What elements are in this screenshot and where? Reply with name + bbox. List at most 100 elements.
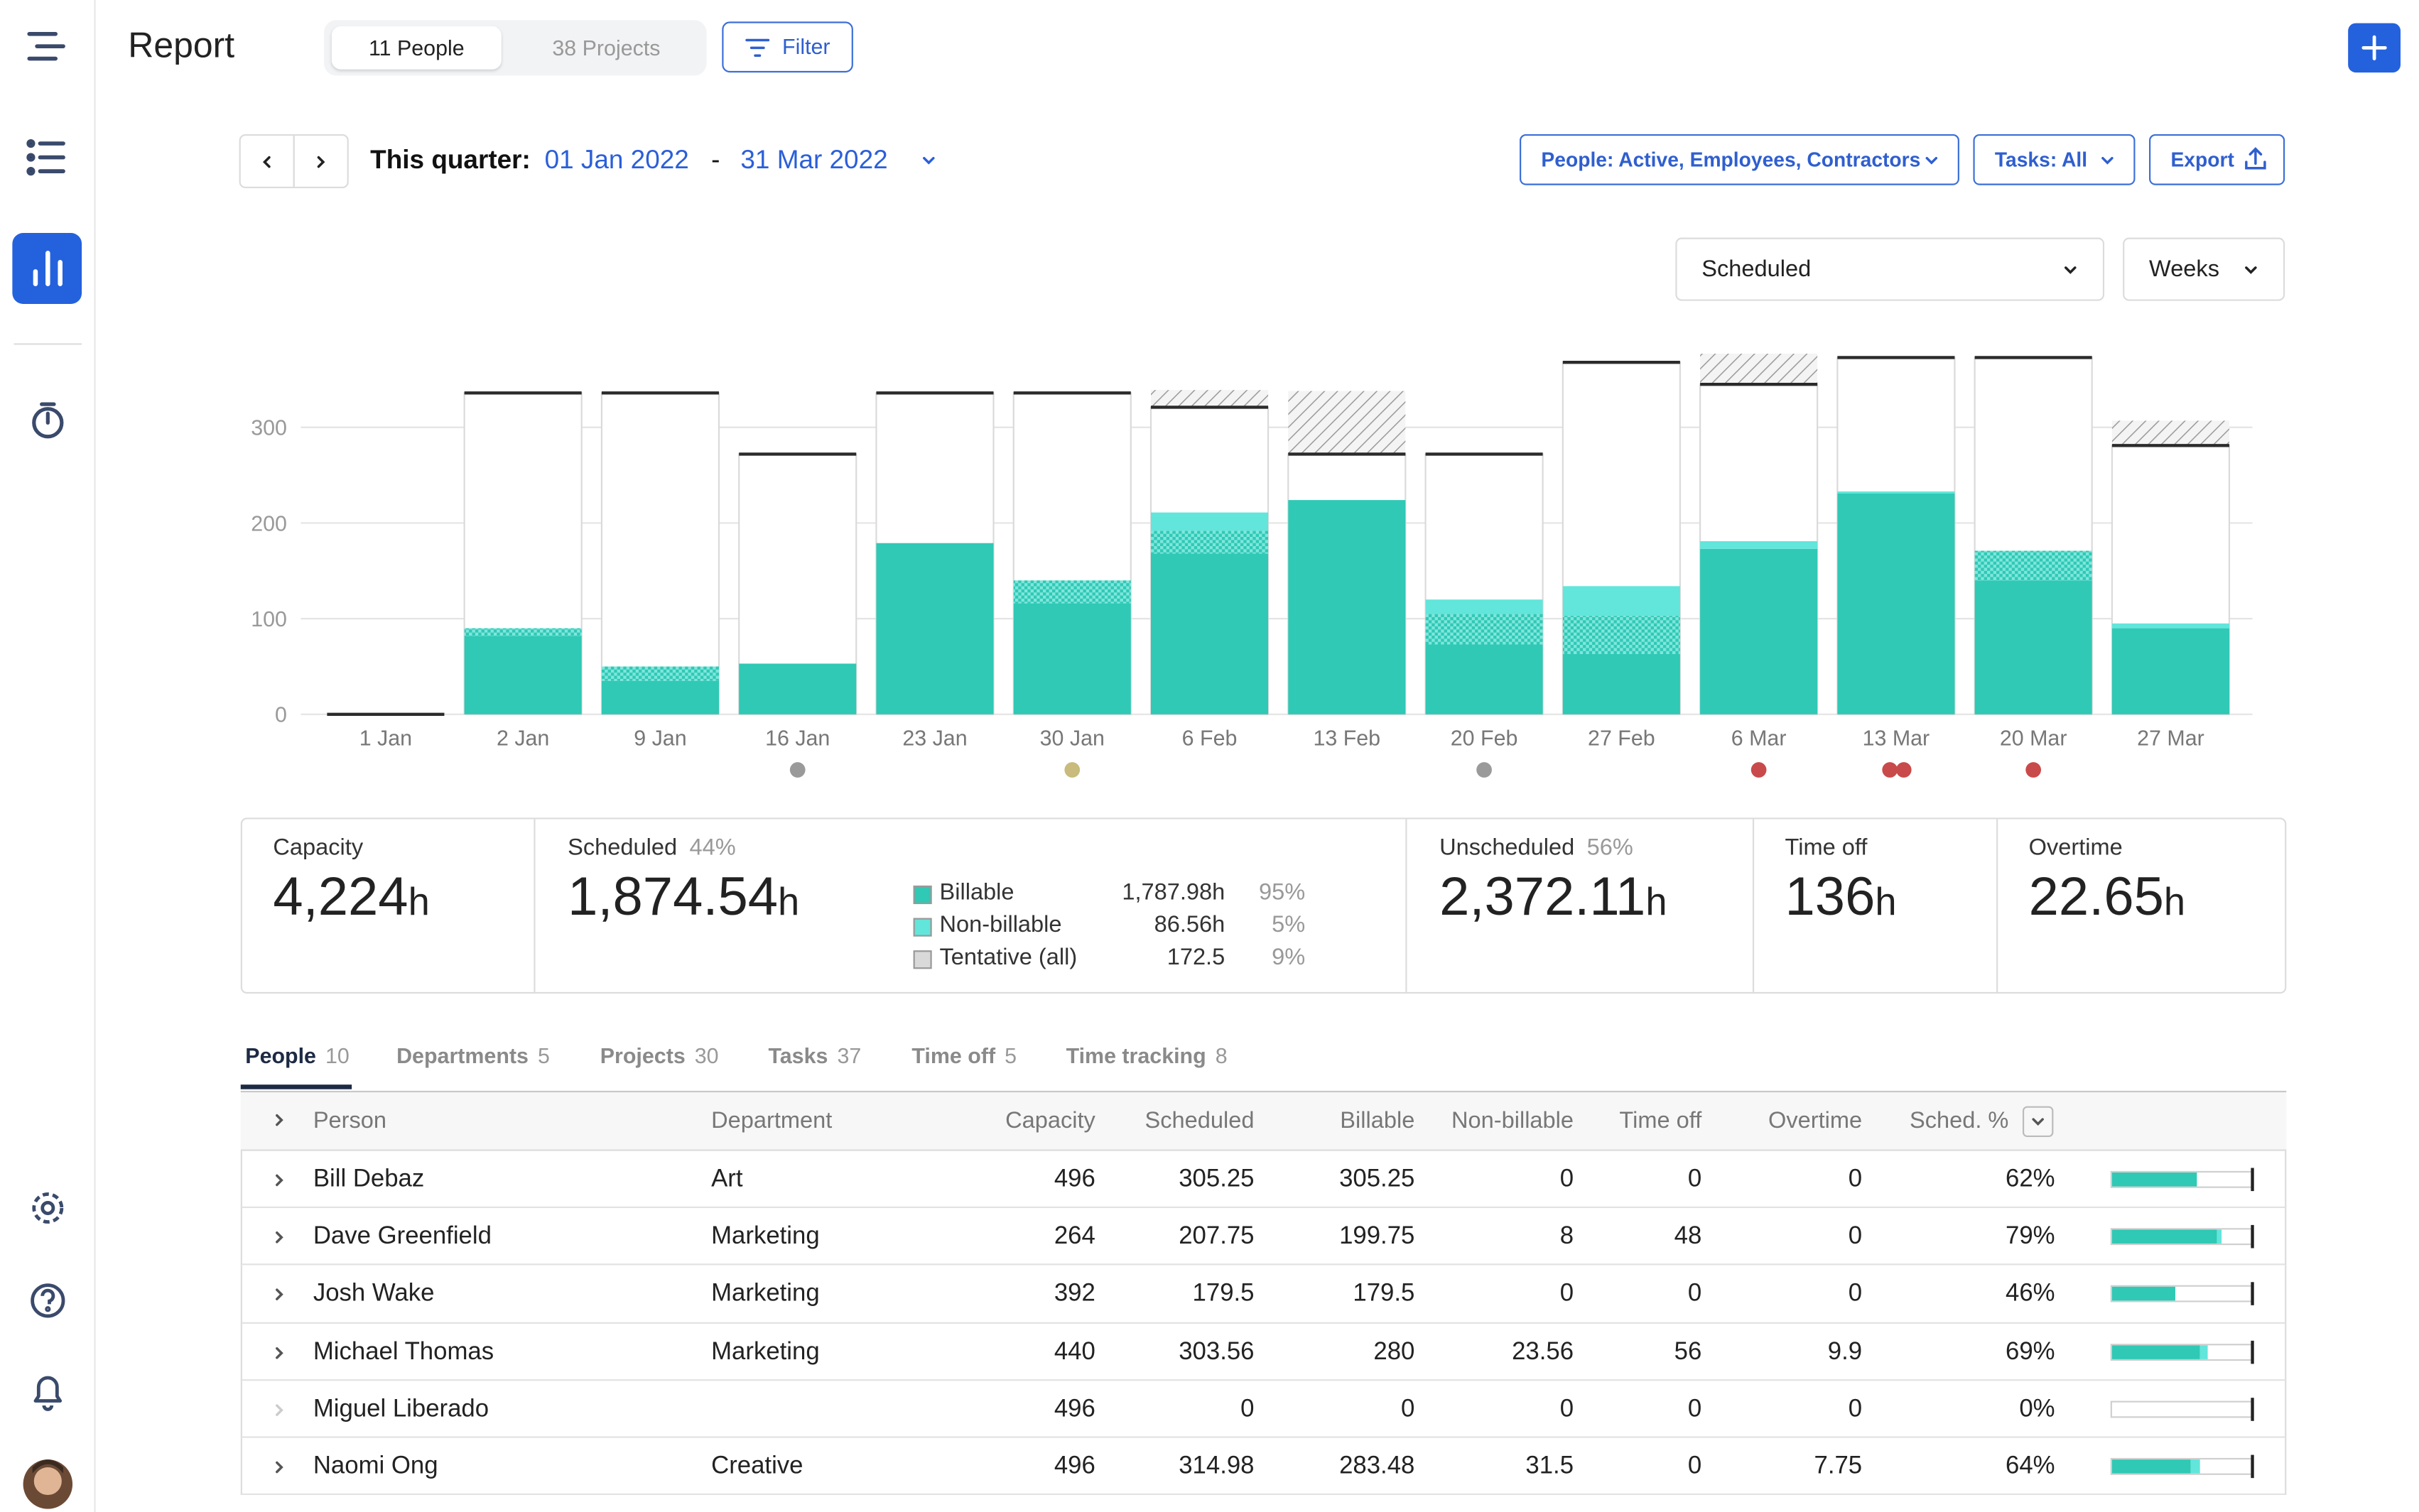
toggle-option[interactable]: 38 Projects [521, 26, 691, 70]
summary-unit: h [1875, 881, 1896, 924]
tab[interactable]: Time off5 [911, 1043, 1017, 1068]
progress-capacity-tick [2251, 1398, 2253, 1421]
bar-segment [1837, 494, 1954, 714]
chevron-icon [313, 154, 329, 170]
summary-value: 1,874.54 [568, 867, 778, 928]
x-tick-label: 30 Jan [1040, 726, 1105, 750]
chevron-icon [259, 154, 275, 170]
marker[interactable] [1064, 762, 1080, 778]
select-label: Scheduled [1701, 256, 1811, 283]
prev-button[interactable] [239, 134, 295, 188]
tab-count: 8 [1216, 1043, 1228, 1068]
legend-swatch [914, 950, 932, 969]
tab[interactable]: Departments5 [396, 1043, 550, 1068]
summary-value: 136 [1785, 867, 1876, 928]
bar-segment [1014, 580, 1131, 603]
chevron-icon [2100, 153, 2116, 168]
progress-non-billable [2200, 1344, 2207, 1359]
progress-capacity-tick [2251, 1168, 2253, 1192]
range-end[interactable]: 31 Mar 2022 [740, 145, 887, 175]
chevron-icon [271, 1112, 287, 1128]
x-tick-label: 9 Jan [634, 726, 686, 750]
bar-segment [602, 681, 719, 714]
filter-button[interactable]: Filter [722, 21, 853, 72]
tab[interactable]: Projects30 [600, 1043, 719, 1068]
select-label: Weeks [2149, 256, 2219, 283]
bar-segment [465, 636, 582, 714]
bar-segment [1014, 604, 1131, 714]
x-tick-label: 23 Jan [902, 726, 967, 750]
table-cell: Josh Wake [313, 1281, 435, 1309]
legend-swatch [914, 918, 932, 937]
week-markers [790, 762, 2041, 778]
chevron-icon [271, 1173, 287, 1188]
marker[interactable] [1882, 762, 1898, 778]
x-tick-label: 20 Feb [1451, 726, 1518, 750]
summary-unit: h [778, 881, 799, 924]
summary-label-row: Unscheduled56% [1439, 834, 1633, 861]
range-label: This quarter: [370, 145, 531, 175]
add-button[interactable] [2348, 23, 2401, 73]
bar-segment [1975, 551, 2092, 581]
summary-value: 4,224 [273, 867, 408, 928]
tab-count: 30 [695, 1043, 719, 1068]
view-toggle: 11 People 38 Projects [324, 20, 707, 75]
table-cell: 62% [1824, 1166, 2055, 1194]
avatar[interactable] [23, 1459, 72, 1509]
summary-label: Capacity [273, 834, 363, 861]
overtime-segment [1288, 391, 1405, 455]
summary-label: Unscheduled [1439, 834, 1574, 861]
next-button[interactable] [293, 134, 349, 188]
x-tick-label: 27 Feb [1588, 726, 1655, 750]
x-tick-label: 16 Jan [765, 726, 830, 750]
marker[interactable] [2025, 762, 2041, 778]
chevron-icon [2030, 1114, 2046, 1129]
summary-label-row: Time off [1785, 834, 1868, 861]
overtime-segment [1700, 354, 1817, 384]
filter-label: Filter [782, 34, 830, 59]
legend-label: Non-billable [940, 912, 1062, 938]
breakdown-hours: 1,787.98h [1071, 879, 1225, 905]
filter-dropdown[interactable]: Tasks: All [1973, 134, 2135, 185]
chevron-icon [921, 153, 936, 168]
plus-icon [2348, 23, 2401, 73]
x-tick-label: 6 Feb [1182, 726, 1238, 750]
filter-dropdown-label: Tasks: All [1995, 148, 2087, 172]
filter-dropdown[interactable]: Export [2149, 134, 2285, 185]
tab[interactable]: Tasks37 [768, 1043, 861, 1068]
bar-segment [1837, 491, 1954, 494]
marker[interactable] [1751, 762, 1767, 778]
bar-segment [1151, 531, 1268, 553]
filter-dropdown[interactable]: People: Active, Employees, Contractors [1520, 134, 1959, 185]
legend-label: Billable [940, 879, 1014, 905]
progress-billable [2112, 1173, 2197, 1187]
chevron-icon [271, 1402, 287, 1418]
bar-segment [1563, 586, 1680, 616]
marker[interactable] [790, 762, 806, 778]
tab-count: 37 [837, 1043, 861, 1068]
tab-count: 5 [1005, 1043, 1017, 1068]
bar-segment [876, 543, 993, 714]
summary-value-row: 1,874.54h [568, 867, 799, 929]
marker[interactable] [1476, 762, 1492, 778]
range-start[interactable]: 01 Jan 2022 [545, 145, 689, 175]
marker[interactable] [1896, 762, 1912, 778]
chart: 01002003001 Jan2 Jan9 Jan16 Jan23 Jan30 … [0, 0, 2419, 803]
chevron-icon [271, 1459, 287, 1475]
column-header: Department [711, 1108, 832, 1134]
chevron-icon [271, 1344, 287, 1360]
overtime-segment [2112, 420, 2229, 445]
select-dropdown[interactable]: Weeks [2123, 238, 2285, 301]
table-cell: 0% [1824, 1396, 2055, 1424]
breakdown-hours: 172.5 [1071, 945, 1225, 971]
select-dropdown[interactable]: Scheduled [1675, 238, 2104, 301]
table-cell: Michael Thomas [313, 1339, 494, 1366]
column-header: Sched. % [1777, 1108, 2009, 1134]
summary-divider [1753, 820, 1754, 992]
capacity-box [602, 393, 719, 714]
tab[interactable]: People10 [245, 1043, 350, 1068]
bar-segment [2112, 624, 2229, 629]
column-menu[interactable] [2023, 1106, 2053, 1137]
tab[interactable]: Time tracking8 [1066, 1043, 1228, 1068]
toggle-option[interactable]: 11 People [332, 26, 502, 70]
